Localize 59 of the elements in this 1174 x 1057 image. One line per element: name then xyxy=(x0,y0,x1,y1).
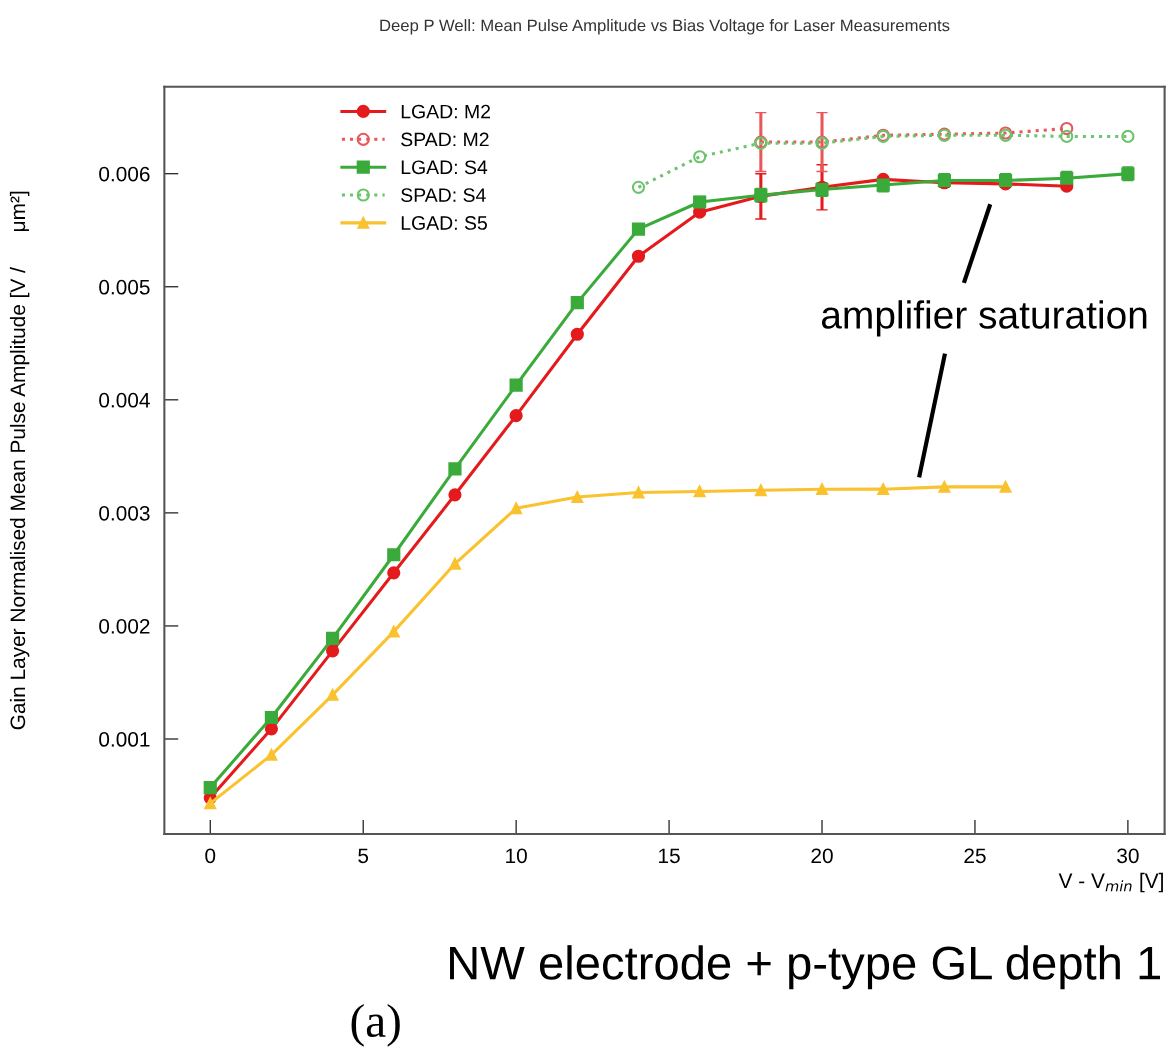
legend-label: SPAD: S4 xyxy=(401,188,486,202)
point xyxy=(631,249,646,263)
y-tick-label: 0.005 xyxy=(99,279,150,295)
y-tick-label: 0.006 xyxy=(99,166,150,182)
point xyxy=(387,566,401,580)
legend-label: LGAD: S4 xyxy=(401,160,488,175)
y-tick-label: 0.004 xyxy=(99,392,150,408)
x-tick-label: 5 xyxy=(358,848,369,864)
text: (a) xyxy=(351,1003,400,1047)
point xyxy=(1121,129,1135,144)
y-axis-title: Gain Layer Normalised Mean Pulse Amplitude [V / μm²] xyxy=(9,191,30,730)
point xyxy=(448,462,462,476)
point xyxy=(632,486,645,499)
point xyxy=(203,781,217,795)
legend-label: SPAD: M2 xyxy=(401,132,489,147)
point xyxy=(1060,121,1074,136)
annotation: amplifier saturation xyxy=(821,300,1147,337)
x-axis-title: V - V$_{min}$ [V] xyxy=(1058,872,1163,893)
point xyxy=(938,480,951,493)
point xyxy=(571,491,584,503)
x-tick-label: 20 xyxy=(811,848,833,864)
x-tick-label: 30 xyxy=(1117,848,1139,864)
point xyxy=(876,178,890,192)
point xyxy=(693,150,707,164)
point xyxy=(449,557,461,570)
x-tick-label: 10 xyxy=(506,848,527,864)
point xyxy=(816,483,828,496)
point xyxy=(999,480,1012,493)
point xyxy=(204,797,217,810)
point xyxy=(387,548,401,562)
point xyxy=(510,502,523,515)
legend-label: LGAD: S5 xyxy=(401,216,487,230)
point xyxy=(570,327,584,341)
point xyxy=(448,488,462,502)
y-tick-label: 0.001 xyxy=(99,732,150,747)
y-tick-label: 0.003 xyxy=(99,505,150,521)
legend-label: LGAD: M2 xyxy=(401,104,491,119)
point xyxy=(326,644,340,658)
point xyxy=(265,748,278,761)
point xyxy=(1060,171,1074,185)
x-tick-label: 15 xyxy=(659,848,680,864)
point xyxy=(264,710,279,725)
point xyxy=(509,409,523,423)
point xyxy=(509,378,523,392)
text: NW electrode + p-type GL depth 1 xyxy=(450,945,1160,990)
point xyxy=(631,222,646,236)
point xyxy=(570,296,584,310)
x-tick-label: 25 xyxy=(964,848,986,864)
point xyxy=(693,485,706,498)
chart-title: Deep P Well: Mean Pulse Amplitude vs Bias Voltage for Laser Measurements xyxy=(380,19,950,35)
x-tick-label: 0 xyxy=(205,848,216,864)
point xyxy=(754,484,767,497)
y-tick-label: 0.002 xyxy=(99,618,150,634)
point xyxy=(631,180,646,194)
point xyxy=(264,722,279,736)
point xyxy=(1060,129,1074,144)
point xyxy=(326,631,340,645)
point xyxy=(387,625,400,638)
point xyxy=(877,483,890,496)
